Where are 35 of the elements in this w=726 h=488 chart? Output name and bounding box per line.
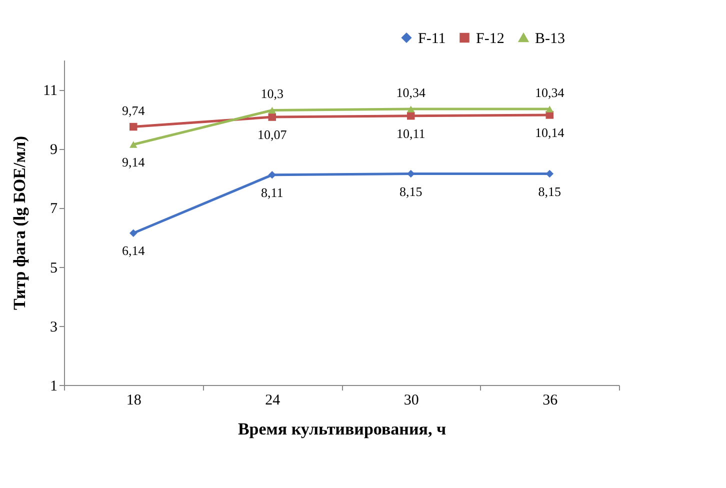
y-tick-label: 1 bbox=[50, 378, 58, 394]
data-label: 9,14 bbox=[122, 154, 146, 170]
data-label: 10,14 bbox=[535, 124, 565, 140]
data-label: 8,11 bbox=[260, 184, 284, 200]
point bbox=[268, 106, 276, 114]
data-label: 10,34 bbox=[396, 85, 426, 100]
data-label: 10,11 bbox=[396, 126, 426, 141]
y-tick-label: 3 bbox=[50, 319, 58, 336]
data-label: 10,3 bbox=[260, 86, 284, 102]
y-tick-label: 9 bbox=[50, 142, 58, 158]
point bbox=[268, 113, 276, 121]
point bbox=[407, 106, 415, 112]
x-tick-label: 24 bbox=[265, 392, 281, 408]
data-label: 10,34 bbox=[535, 85, 565, 100]
legend-label: B-13 bbox=[535, 30, 565, 47]
x-tick-label: 36 bbox=[542, 392, 558, 408]
data-label: 8,15 bbox=[538, 184, 561, 199]
x-tick-label: 30 bbox=[404, 392, 419, 408]
point bbox=[268, 171, 276, 179]
y-tick-label: 11 bbox=[43, 83, 58, 100]
point bbox=[130, 141, 138, 148]
point bbox=[546, 106, 554, 112]
y-tick-label: 7 bbox=[50, 201, 58, 218]
data-label: 9,74 bbox=[122, 102, 146, 118]
y-tick-label: 5 bbox=[50, 260, 58, 276]
point bbox=[130, 229, 138, 238]
data-label: 10,07 bbox=[258, 127, 288, 142]
data-label: 8,15 bbox=[400, 184, 422, 199]
y-axis-title: Титр фага (lg БОЕ/мл) bbox=[10, 136, 30, 310]
legend-label: F-12 bbox=[476, 30, 504, 47]
x-axis-title: Время культивирования, ч bbox=[238, 420, 446, 438]
point bbox=[130, 122, 138, 131]
data-label: 6,14 bbox=[122, 243, 146, 258]
legend-label: F-11 bbox=[418, 30, 446, 47]
x-tick-label: 18 bbox=[126, 392, 142, 408]
